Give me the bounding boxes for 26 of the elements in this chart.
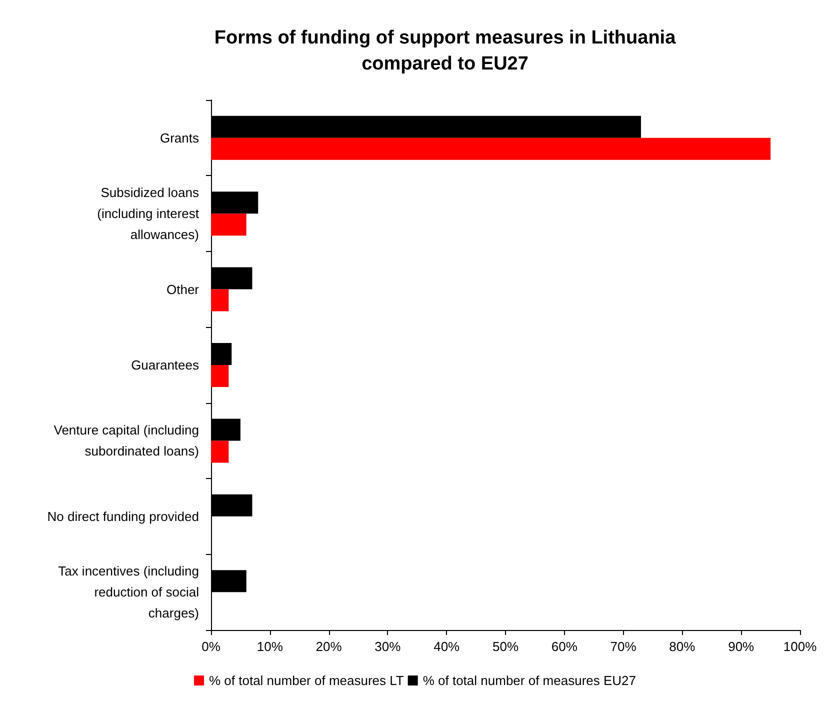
x-tick-label: 0%	[202, 639, 221, 654]
x-tick-label: 50%	[492, 639, 519, 654]
x-tick-label: 70%	[610, 639, 637, 654]
bar	[211, 214, 246, 236]
bar	[211, 138, 771, 160]
x-tick-label: 60%	[551, 639, 578, 654]
bar	[211, 289, 229, 312]
chart-title: Forms of funding of support measures in Lithuania compared to EU27	[214, 28, 676, 74]
y-tick-label: Grants	[160, 130, 200, 146]
x-tick-label: 10%	[256, 639, 284, 654]
x-tick-label: 90%	[728, 639, 755, 654]
x-tick-label: 100%	[783, 639, 818, 654]
bar	[211, 440, 229, 463]
y-tick-label: Other	[166, 282, 200, 297]
y-tick-label: Venture capital (including subordinated loans)	[54, 422, 199, 459]
legend-label: % of total number of measures LT	[208, 673, 404, 688]
x-tick-label: 20%	[316, 639, 342, 654]
y-tick-label: Subsidized loans (including interest allowances)	[97, 185, 200, 242]
y-tick-label: Tax incentives (including reduction of social charges)	[58, 564, 200, 621]
bar	[211, 365, 229, 387]
y-tick-label: No direct funding provided	[47, 508, 199, 524]
x-tick-label: 30%	[374, 639, 402, 654]
x-tick-label: 40%	[434, 639, 460, 654]
x-tick-label: 80%	[669, 639, 696, 654]
y-tick-label: Guarantees	[131, 358, 200, 372]
legend-label: % of total number of measures EU27	[422, 673, 636, 688]
